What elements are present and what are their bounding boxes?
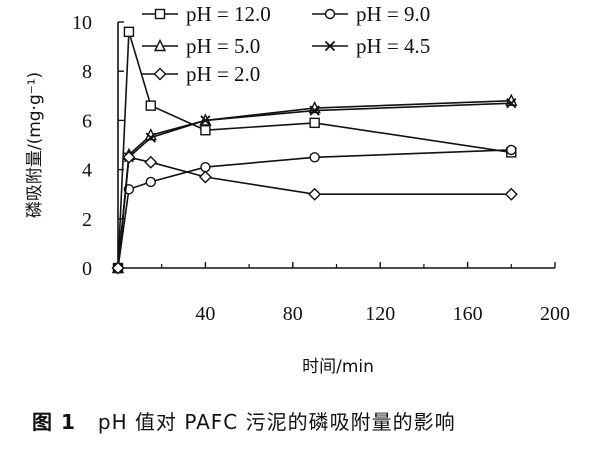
x-marker-stroke [506,98,517,109]
x-axis-label: 时间/min [302,357,374,377]
legend: pH = 12.0 pH = 9.0 pH = 5.0 pH = 4.5 pH = 2.… [142,2,430,86]
legend-item: pH = 9.0 [312,2,430,26]
y-tick-label: 0 [82,258,92,280]
figure-caption: 图 1 pH 值对 PAFC 污泥的磷吸附量的影响 [32,406,592,435]
legend-marker [324,40,336,52]
y-tick-label: 4 [82,160,92,182]
legend-marker [153,38,167,52]
legend-marker [324,8,336,20]
data-point [200,125,211,136]
x-tick-label: 200 [540,303,570,325]
x-marker-stroke [309,105,320,116]
data-point [145,132,156,143]
data-point [123,26,135,38]
data-point [308,187,322,201]
legend-marker [154,8,166,20]
legend-item: pH = 2.0 [142,62,260,86]
legend-item: pH = 4.5 [312,34,430,58]
legend-item: pH = 12.0 [142,2,271,26]
data-point [145,100,156,111]
series-layer [111,26,518,275]
figure-number: 图 1 [32,410,76,434]
legend-label: pH = 5.0 [186,34,260,58]
x-tick-label: 40 [195,303,215,325]
legend-label: pH = 2.0 [186,62,260,86]
y-tick-label: 2 [82,209,92,231]
data-point [504,187,518,201]
series-line [117,156,512,269]
x-tick-label: 80 [283,303,303,325]
legend-label: pH = 4.5 [356,34,430,58]
axes: 0 2 4 6 8 10 40 80 120 160 200 [72,12,570,325]
data-point [144,155,158,169]
y-tick-label: 10 [72,12,92,34]
data-point [309,105,320,116]
x-marker-stroke [145,132,156,143]
legend-item: pH = 5.0 [142,34,260,58]
x-marker-stroke [200,115,211,126]
data-point [506,98,517,109]
data-point [309,152,320,163]
legend-marker [153,67,167,81]
x-tick-label: 120 [365,303,395,325]
data-point [309,117,320,129]
series-square [112,26,517,274]
series-line [117,31,512,269]
y-axis-label: 磷吸附量/(mg·g⁻¹) [25,72,45,218]
legend-label: pH = 12.0 [186,2,271,26]
data-point [200,115,211,126]
figure-title: pH 值对 PAFC 污泥的磷吸附量的影响 [97,410,456,434]
data-point [198,170,212,184]
x-tick-label: 160 [453,303,483,325]
y-tick-label: 8 [82,61,92,83]
data-point [145,176,156,188]
data-point [111,261,125,275]
data-point [200,161,211,173]
data-point [506,144,517,156]
y-tick-label: 6 [82,110,92,132]
legend-label: pH = 9.0 [356,2,430,26]
series-line [117,149,512,269]
series-diamond [111,150,518,275]
series-circle [112,144,517,274]
data-point [122,150,136,164]
x-marker-stroke [324,40,336,52]
